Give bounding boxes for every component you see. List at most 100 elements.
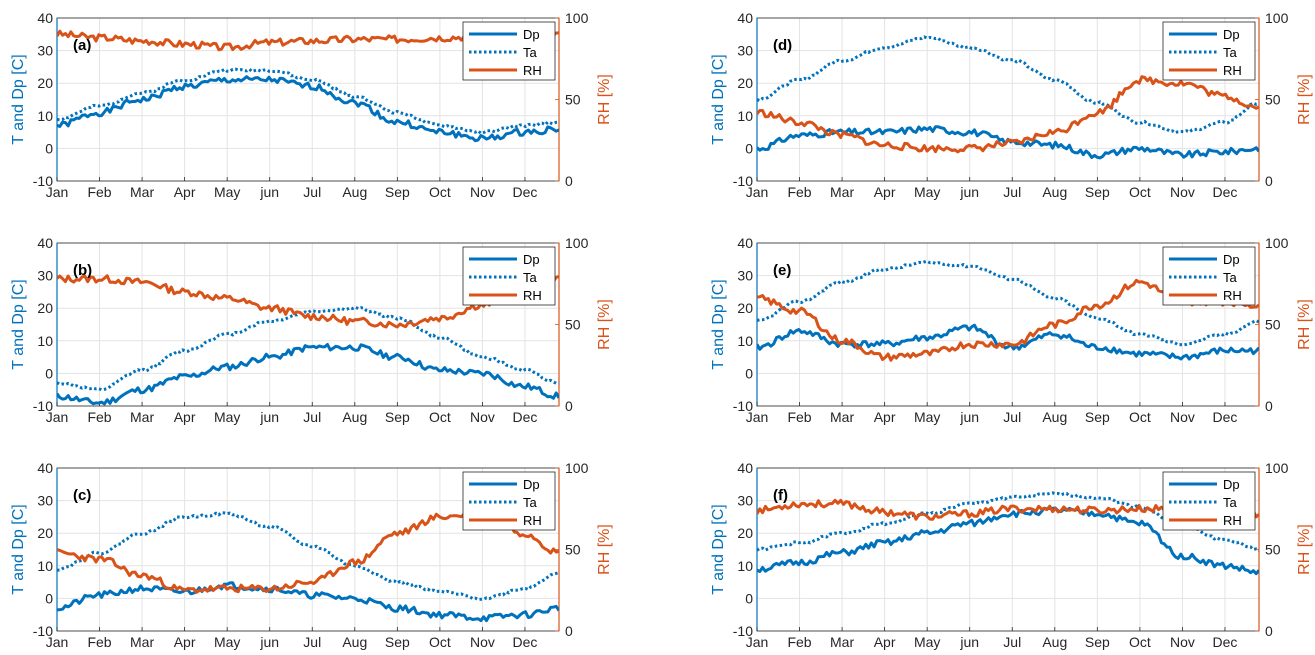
x-tick-label: Apr xyxy=(174,409,196,425)
y-tick-label-left: 30 xyxy=(37,43,53,59)
x-tick-label: jun xyxy=(959,184,979,200)
y-tick-label-left: 40 xyxy=(37,235,53,251)
x-tick-label: Apr xyxy=(174,184,196,200)
legend-label: RH xyxy=(1223,513,1242,528)
x-tick-label: Feb xyxy=(787,184,811,200)
panel-label: (c) xyxy=(73,487,91,504)
y-tick-label-right: 0 xyxy=(1265,398,1273,414)
chart-panel: Jan Feb Mar Apr May jun Jul Aug Sep Oct Nov Dec -10 0… xyxy=(10,10,613,200)
y-tick-label-left: 0 xyxy=(745,365,753,381)
x-tick-label: Dec xyxy=(513,634,538,650)
y-tick-label-left: -10 xyxy=(733,398,753,414)
y-tick-label-left: 20 xyxy=(737,300,753,316)
y-tick-label-right: 100 xyxy=(1265,10,1289,26)
x-tick-label: Jul xyxy=(303,634,321,650)
legend-label: Dp xyxy=(1223,27,1240,42)
y-axis-title-left: T and Dp [C] xyxy=(10,54,27,144)
y-tick-label-right: 100 xyxy=(1265,235,1289,251)
series-line-ta xyxy=(57,511,559,601)
x-tick-label: Apr xyxy=(874,409,896,425)
y-tick-label-left: 30 xyxy=(37,268,53,284)
x-tick-label: Sep xyxy=(1085,184,1110,200)
x-tick-label: Aug xyxy=(1042,184,1067,200)
x-tick-label: Mar xyxy=(830,634,854,650)
series-line-dp xyxy=(57,75,559,143)
y-tick-label-right: 50 xyxy=(1265,542,1281,558)
series-line-ta xyxy=(57,67,559,135)
x-tick-label: Jul xyxy=(1003,184,1021,200)
y-tick-label-left: 10 xyxy=(737,558,753,574)
y-tick-label-right: 0 xyxy=(1265,623,1273,639)
legend-label: Dp xyxy=(1223,477,1240,492)
y-tick-label-left: 40 xyxy=(37,460,53,476)
series-line-ta xyxy=(57,305,559,392)
x-tick-label: Feb xyxy=(787,409,811,425)
y-tick-label-left: 10 xyxy=(737,108,753,124)
x-tick-label: Mar xyxy=(130,409,154,425)
x-tick-label: Sep xyxy=(385,184,410,200)
x-tick-label: Dec xyxy=(1213,409,1238,425)
x-tick-label: Dec xyxy=(513,409,538,425)
y-tick-label-right: 100 xyxy=(565,460,589,476)
x-tick-label: Nov xyxy=(470,634,495,650)
y-axis-title-right: RH [%] xyxy=(596,299,613,350)
x-tick-label: Oct xyxy=(1129,409,1151,425)
legend-label: Dp xyxy=(1223,252,1240,267)
x-tick-label: Apr xyxy=(174,634,196,650)
x-tick-label: Aug xyxy=(1042,409,1067,425)
panel-label: (a) xyxy=(73,37,91,54)
x-tick-label: Nov xyxy=(470,184,495,200)
x-tick-label: Jan xyxy=(46,184,69,200)
x-tick-label: Jul xyxy=(303,409,321,425)
y-tick-label-right: 0 xyxy=(565,398,573,414)
y-tick-label-left: 10 xyxy=(737,333,753,349)
y-tick-label-left: 20 xyxy=(37,75,53,91)
chart-panel: Jan Feb Mar Apr May jun Jul Aug Sep Oct Nov Dec -10 0… xyxy=(710,460,1313,650)
y-tick-label-right: 0 xyxy=(565,623,573,639)
legend-label: Dp xyxy=(523,477,540,492)
y-tick-label-left: 40 xyxy=(737,235,753,251)
x-tick-label: May xyxy=(914,184,940,200)
x-tick-label: jun xyxy=(259,184,279,200)
x-tick-label: jun xyxy=(959,409,979,425)
x-tick-label: Sep xyxy=(385,634,410,650)
x-tick-label: Oct xyxy=(1129,184,1151,200)
y-tick-label-left: 40 xyxy=(737,10,753,26)
y-axis-title-right: RH [%] xyxy=(1296,299,1313,350)
legend-label: Ta xyxy=(1223,270,1238,285)
y-tick-label-left: 30 xyxy=(737,493,753,509)
y-tick-label-left: 10 xyxy=(37,333,53,349)
x-tick-label: Mar xyxy=(130,184,154,200)
x-tick-label: jun xyxy=(259,634,279,650)
legend-label: Ta xyxy=(523,495,538,510)
y-tick-label-left: -10 xyxy=(733,623,753,639)
legend-label: Ta xyxy=(1223,45,1238,60)
y-tick-label-right: 50 xyxy=(565,542,581,558)
y-tick-label-left: -10 xyxy=(33,623,53,639)
x-tick-label: Feb xyxy=(87,634,111,650)
y-axis-title-left: T and Dp [C] xyxy=(10,279,27,369)
y-axis-title-left: T and Dp [C] xyxy=(10,504,27,594)
x-tick-label: Jan xyxy=(746,409,769,425)
x-tick-label: May xyxy=(214,634,240,650)
x-tick-label: Jul xyxy=(303,184,321,200)
x-tick-label: Nov xyxy=(1170,184,1195,200)
x-tick-label: Jan xyxy=(746,184,769,200)
y-tick-label-right: 0 xyxy=(565,173,573,189)
y-tick-label-left: 10 xyxy=(37,108,53,124)
legend-label: RH xyxy=(523,288,542,303)
x-tick-label: Jan xyxy=(46,409,69,425)
y-axis-title-right: RH [%] xyxy=(1296,524,1313,575)
panel-label: (f) xyxy=(773,487,788,504)
y-tick-label-left: 40 xyxy=(737,460,753,476)
y-tick-label-left: 0 xyxy=(45,140,53,156)
x-tick-label: Aug xyxy=(342,634,367,650)
x-tick-label: Feb xyxy=(87,184,111,200)
y-tick-label-left: -10 xyxy=(33,398,53,414)
series-line-ta xyxy=(757,491,1259,552)
x-tick-label: Dec xyxy=(1213,634,1238,650)
x-tick-label: Apr xyxy=(874,634,896,650)
x-tick-label: Mar xyxy=(830,184,854,200)
chart-panel: Jan Feb Mar Apr May jun Jul Aug Sep Oct Nov Dec -10 0… xyxy=(710,235,1313,425)
y-tick-label-right: 100 xyxy=(565,10,589,26)
